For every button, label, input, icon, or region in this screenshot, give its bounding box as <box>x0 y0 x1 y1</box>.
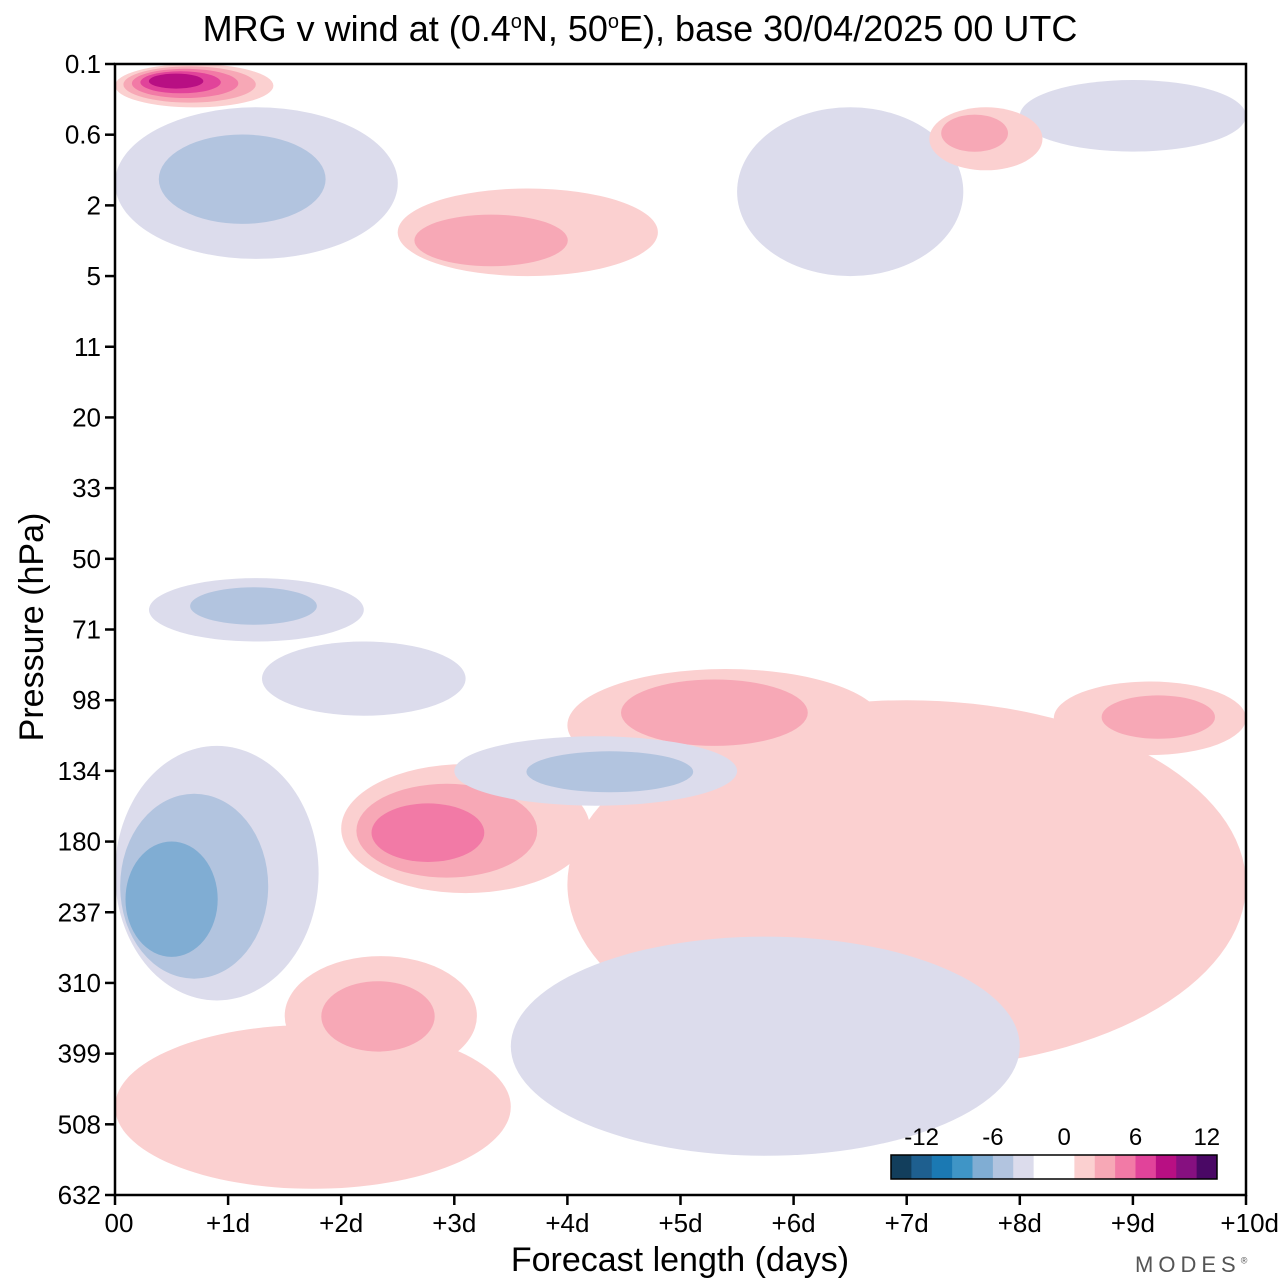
colorbar-frame <box>890 1154 1218 1180</box>
degree-sign-2: o <box>607 11 620 33</box>
y-tick-label: 180 <box>58 827 101 857</box>
colorbar-swatch <box>931 1155 953 1179</box>
y-tick-label: 632 <box>58 1180 101 1210</box>
contour-positive-3-level-2 <box>1101 695 1216 739</box>
colorbar-label: 6 <box>1129 1124 1142 1151</box>
colorbar-swatch <box>1013 1155 1035 1179</box>
contour-positive-12-level-2 <box>414 214 568 267</box>
x-axis: 00 +1d +2d +3d +4d +5d +6d +7d +8d +9d +10d <box>105 1195 1279 1238</box>
contour-fills <box>115 64 1246 1189</box>
x-tick-label: 00 <box>105 1208 134 1238</box>
contour-negative-15-level-1 <box>1019 80 1246 152</box>
colorbar-swatch <box>992 1155 1014 1179</box>
x-tick-label: +9d <box>1111 1208 1155 1238</box>
contour-positive-2-level-2 <box>621 679 808 746</box>
modes-logo: MODES® <box>1135 1252 1247 1278</box>
contour-positive-14-level-2 <box>941 114 1008 152</box>
contour-negative-9-level-1 <box>262 641 466 716</box>
colorbar-swatch <box>972 1155 994 1179</box>
y-tick-label: 237 <box>58 897 101 927</box>
colorbar-label: 0 <box>1058 1124 1071 1151</box>
x-tick-label: +8d <box>998 1208 1042 1238</box>
colorbar-label: -6 <box>982 1124 1003 1151</box>
x-tick-label: +4d <box>545 1208 589 1238</box>
y-tick-label: 0.1 <box>65 49 101 79</box>
colorbar-swatch <box>911 1155 933 1179</box>
contour-negative-1-level-3 <box>125 841 218 957</box>
colorbar: -12 -6 0 6 12 <box>890 1124 1220 1180</box>
y-axis-label: Pressure (hPa) <box>13 512 51 742</box>
x-tick-label: +7d <box>885 1208 929 1238</box>
logo-text: MODES <box>1135 1252 1241 1277</box>
title-part-2: N, 50 <box>521 8 608 49</box>
x-axis-label: Forecast length (days) <box>510 1241 850 1279</box>
contour-positive-10-level-5 <box>148 73 204 89</box>
colorbar-label: -12 <box>904 1124 939 1151</box>
colorbar-swatch <box>1094 1155 1116 1179</box>
colorbar-swatch <box>1054 1155 1075 1179</box>
colorbar-swatch <box>1074 1155 1096 1179</box>
logo-registered-mark: ® <box>1240 1255 1248 1266</box>
colorbar-swatch <box>1176 1155 1198 1179</box>
contour-positive-0-level-3 <box>371 803 485 862</box>
chart-title: MRG v wind at (0.4oN, 50oE), base 30/04/… <box>0 0 1280 51</box>
y-tick-label: 0.6 <box>65 120 101 150</box>
y-tick-label: 5 <box>87 261 101 291</box>
title-part-1: MRG v wind at (0.4 <box>202 8 511 49</box>
colorbar-swatch <box>1196 1155 1218 1179</box>
contour-positive-6-level-2 <box>321 981 435 1052</box>
contour-negative-8-level-2 <box>190 587 317 625</box>
x-tick-label: +10d <box>1220 1208 1279 1238</box>
x-tick-label: +3d <box>432 1208 476 1238</box>
y-tick-label: 11 <box>74 332 101 362</box>
colorbar-swatch <box>1115 1155 1136 1179</box>
colorbar-label: 12 <box>1193 1124 1220 1151</box>
colorbar-swatch <box>1155 1155 1177 1179</box>
y-tick-label: 134 <box>58 756 101 786</box>
y-tick-label: 50 <box>72 544 101 574</box>
y-tick-label: 2 <box>87 190 101 220</box>
y-tick-label: 399 <box>58 1039 101 1069</box>
y-tick-label: 310 <box>58 968 101 998</box>
y-tick-label: 20 <box>72 402 101 432</box>
colorbar-swatch <box>1135 1155 1157 1179</box>
contour-negative-4-level-2 <box>526 751 694 793</box>
title-part-3: E), base 30/04/2025 00 UTC <box>619 8 1078 49</box>
contour-negative-5-level-1 <box>510 936 1020 1156</box>
y-tick-label: 508 <box>58 1109 101 1139</box>
colorbar-swatch <box>1033 1155 1055 1179</box>
x-tick-label: +2d <box>319 1208 363 1238</box>
y-tick-label: 33 <box>72 473 101 503</box>
y-tick-label: 71 <box>72 615 101 645</box>
y-axis: 0.1 0.6 2 5 11 20 33 50 71 98 134 180 237 310 399 508 63… <box>58 49 115 1210</box>
x-tick-label: +5d <box>658 1208 702 1238</box>
colorbar-swatch <box>952 1155 973 1179</box>
contour-negative-13-level-1 <box>737 107 964 277</box>
x-tick-label: +1d <box>206 1208 250 1238</box>
contour-negative-11-level-2 <box>158 134 326 224</box>
x-tick-label: +6d <box>772 1208 816 1238</box>
y-tick-label: 98 <box>72 685 101 715</box>
colorbar-swatch <box>891 1155 912 1179</box>
degree-sign-1: o <box>510 11 522 33</box>
